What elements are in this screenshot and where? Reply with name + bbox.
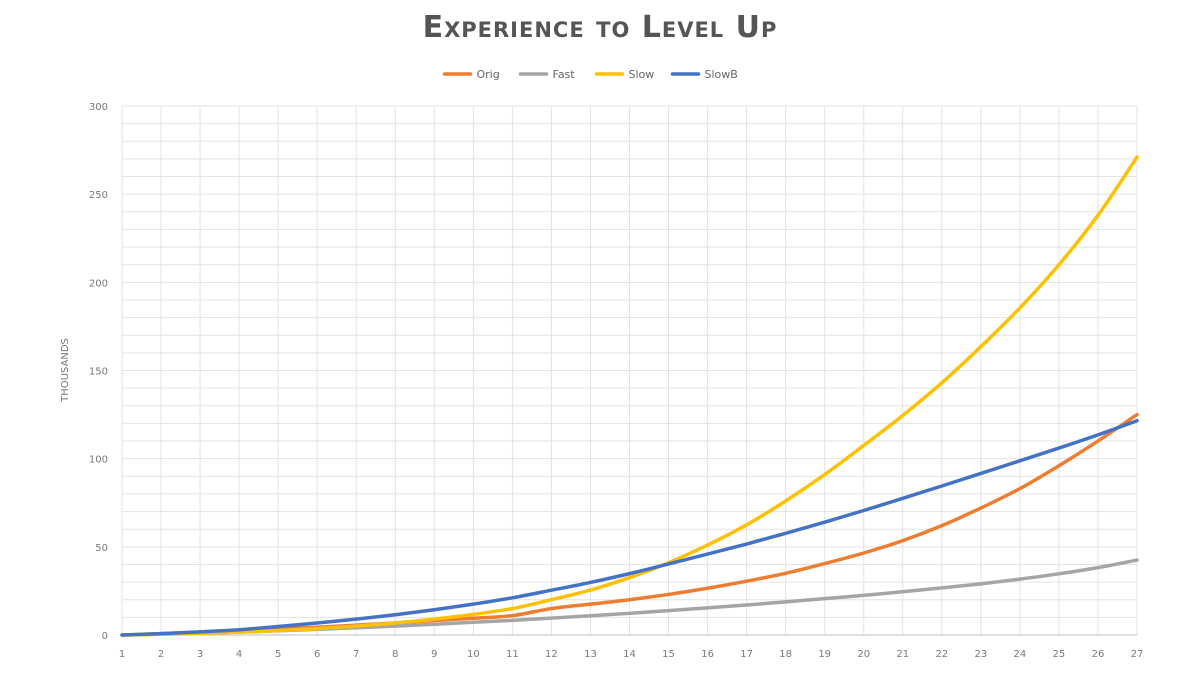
x-tick-label: 19 (818, 649, 831, 660)
legend-item-slow: Slow (594, 68, 655, 81)
x-tick-label: 13 (584, 649, 597, 660)
x-tick-label: 23 (974, 649, 987, 660)
y-tick-label: 0 (102, 631, 108, 642)
x-tick-label: 3 (197, 649, 203, 660)
legend-item-slowb: SlowB (670, 68, 738, 81)
legend-label: Fast (553, 68, 576, 81)
x-tick-label: 14 (623, 649, 636, 660)
y-tick-label: 200 (89, 278, 108, 289)
x-tick-label: 1 (119, 649, 125, 660)
x-tick-label: 4 (236, 649, 242, 660)
legend-item-fast: Fast (518, 68, 576, 81)
x-tick-label: 7 (353, 649, 359, 660)
legend-item-orig: Orig (442, 68, 500, 81)
x-tick-label: 25 (1053, 649, 1066, 660)
x-tick-label: 22 (935, 649, 948, 660)
y-tick-label: 100 (89, 455, 108, 466)
x-tick-label: 2 (158, 649, 164, 660)
x-tick-label: 9 (431, 649, 437, 660)
series-lines (120, 155, 1139, 637)
legend: Orig Fast Slow SlowB (442, 68, 738, 81)
y-tick-label: 50 (95, 543, 108, 554)
x-tick-label: 5 (275, 649, 281, 660)
x-tick-label: 8 (392, 649, 398, 660)
y-tick-label: 300 (89, 102, 108, 113)
series-line-slow (120, 155, 1139, 637)
y-axis-title: THOUSANDS (60, 338, 71, 403)
x-tick-label: 12 (545, 649, 558, 660)
x-tick-label: 21 (896, 649, 909, 660)
chart-title: Experience to Level Up (422, 10, 778, 45)
x-tick-labels: 1 2 3 4 5 6 7 8 9 10 11 12 13 14 15 16 17 18 19 20 21 22 23 24 2… (119, 649, 1144, 660)
x-tick-label: 20 (857, 649, 870, 660)
series-line-slowb (120, 419, 1139, 637)
legend-label: SlowB (705, 68, 738, 81)
grid (121, 105, 1138, 636)
legend-label: Orig (477, 68, 500, 81)
x-tick-label: 24 (1014, 649, 1027, 660)
legend-label: Slow (629, 68, 655, 81)
y-tick-label: 150 (89, 367, 108, 378)
x-tick-label: 10 (467, 649, 480, 660)
x-tick-label: 11 (506, 649, 519, 660)
x-tick-label: 6 (314, 649, 320, 660)
x-tick-label: 15 (662, 649, 675, 660)
x-tick-label: 27 (1131, 649, 1144, 660)
x-tick-label: 26 (1092, 649, 1105, 660)
x-tick-label: 17 (740, 649, 753, 660)
x-tick-label: 16 (701, 649, 714, 660)
y-tick-label: 250 (89, 190, 108, 201)
y-tick-labels: 0 50 100 150 200 250 300 (89, 102, 108, 642)
x-tick-label: 18 (779, 649, 792, 660)
